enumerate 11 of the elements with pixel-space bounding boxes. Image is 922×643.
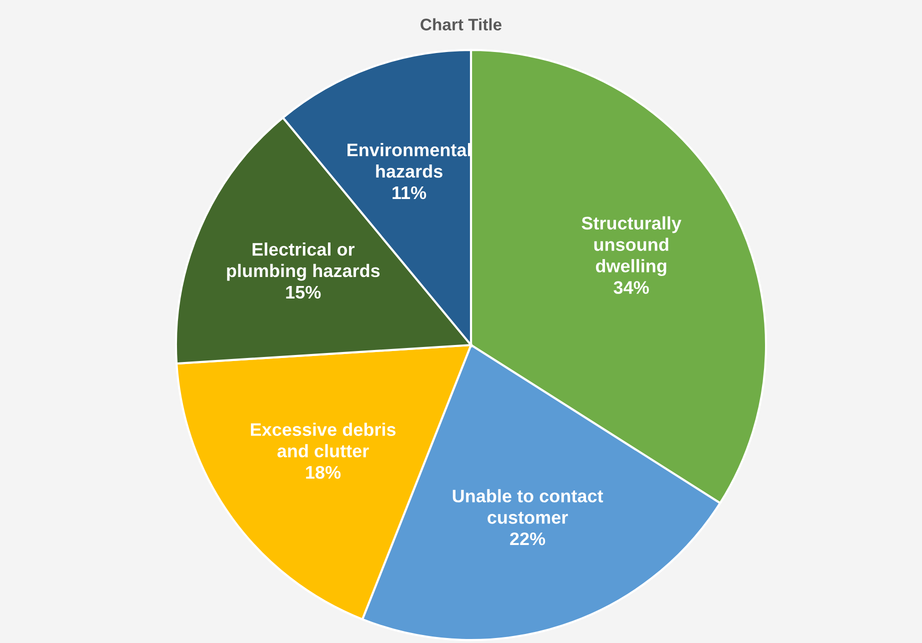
data-label: 11% bbox=[392, 186, 426, 200]
data-label: 18% bbox=[306, 466, 341, 479]
data-label: 34% bbox=[614, 281, 649, 294]
slice-label: Unable to contact customer bbox=[452, 489, 604, 524]
data-label: 15% bbox=[286, 286, 321, 299]
data-label: 22% bbox=[510, 532, 546, 546]
slice-label: Electrical or plumbing hazards bbox=[227, 242, 380, 281]
slice-label: Environmental hazards bbox=[348, 143, 470, 178]
chart-title: Chart Title bbox=[420, 18, 502, 30]
slice-label: Structurally unsound dwelling bbox=[582, 216, 682, 276]
slice-label: Excessive debris and clutter bbox=[250, 422, 396, 458]
